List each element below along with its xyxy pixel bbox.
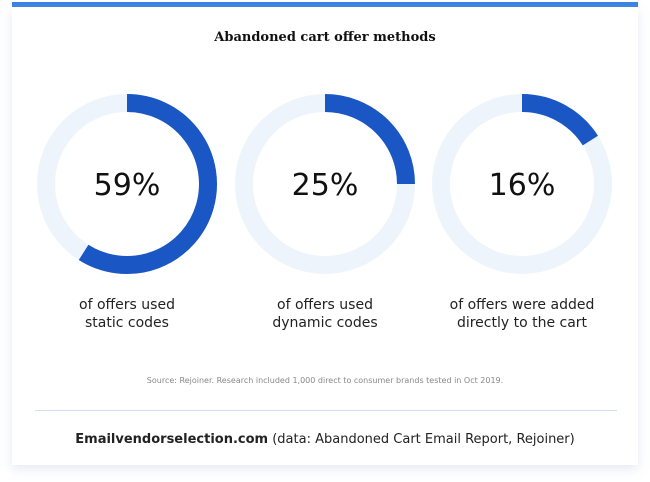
infographic-card <box>12 7 638 465</box>
label-line: directly to the cart <box>456 315 588 331</box>
source-note: Source: Rejoiner. Research included 1,00… <box>146 376 504 385</box>
label-line: of offers used <box>277 297 373 313</box>
accent-bar <box>12 2 638 7</box>
chart-title: Abandoned cart offer methods <box>214 30 436 45</box>
donut-value-3: 16% <box>488 168 556 203</box>
donut-segment <box>324 94 415 185</box>
donut-value-1: 59% <box>93 168 161 203</box>
donut-segment <box>521 94 598 146</box>
donut-label-2: of offers used dynamic codes <box>215 296 435 332</box>
footer-brand: Emailvendorselection.com <box>75 432 269 447</box>
label-line: static codes <box>85 315 169 331</box>
donut-label-3: of offers were added directly to the car… <box>412 296 632 332</box>
divider <box>35 410 617 411</box>
donut-value-2: 25% <box>291 168 359 203</box>
label-line: of offers were added <box>449 297 595 313</box>
donut-segment <box>78 94 217 274</box>
label-line: dynamic codes <box>272 315 378 331</box>
donut-label-1: of offers used static codes <box>17 296 237 332</box>
footer-note: (data: Abandoned Cart Email Report, Rejo… <box>268 432 575 447</box>
footer-credit: Emailvendorselection.com (data: Abandone… <box>0 432 650 447</box>
label-line: of offers used <box>79 297 175 313</box>
